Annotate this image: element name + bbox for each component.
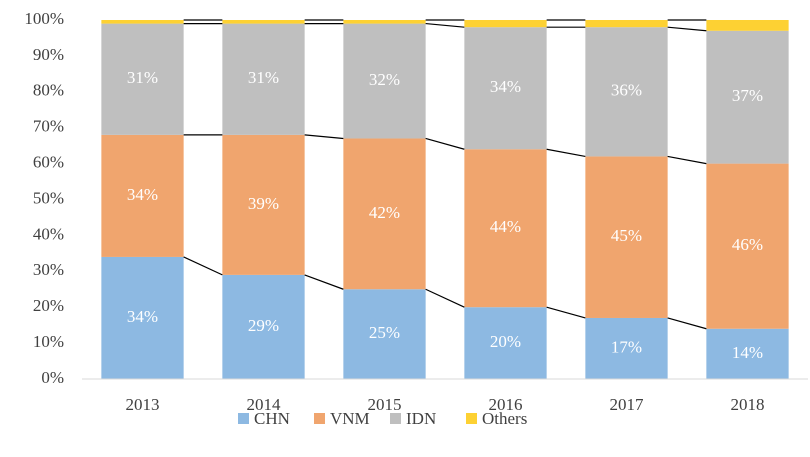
y-tick-label: 0% [41,368,64,387]
x-tick-label: 2013 [126,395,160,414]
data-label: 34% [127,307,158,326]
series-line [667,317,707,330]
legend-swatch [314,413,325,424]
series-line [304,274,344,290]
legend-label: Others [482,409,527,428]
y-tick-label: 70% [33,117,64,136]
data-label: 34% [490,77,521,96]
bar-segment [585,156,668,318]
bar-segment [101,20,184,24]
data-label: 20% [490,332,521,351]
y-tick-label: 20% [33,296,64,315]
y-tick-label: 80% [33,81,64,100]
series-line [425,288,465,308]
bar-segment [343,138,426,290]
y-tick-label: 100% [24,9,64,28]
bar-segment [706,163,789,329]
data-label: 42% [369,203,400,222]
data-label: 36% [611,81,642,100]
bar-segment [585,317,668,379]
series-line [546,306,586,319]
y-tick-label: 60% [33,153,64,172]
series-line [667,155,707,165]
y-tick-label: 10% [33,332,64,351]
data-label: 45% [611,226,642,245]
legend-label: VNM [330,409,370,428]
series-line [425,22,465,28]
bar-segment [222,20,305,24]
x-tick-label: 2018 [731,395,765,414]
x-tick-label: 2015 [368,395,402,414]
x-tick-label: 2017 [610,395,645,414]
legend-label: CHN [254,409,290,428]
x-tick-label: 2014 [247,395,282,414]
bar-segment [464,27,547,150]
bar-segment [706,328,789,379]
legend-swatch [390,413,401,424]
bar-segment [101,256,184,379]
data-label: 31% [127,68,158,87]
bar-segment [343,20,426,24]
bar-segment [585,20,668,28]
bar-segment [706,20,789,31]
bar-segment [101,134,184,257]
data-label: 25% [369,323,400,342]
series-line [546,148,586,158]
data-label: 31% [248,68,279,87]
data-label: 44% [490,217,521,236]
legend-swatch [238,413,249,424]
bar-segment [464,149,547,308]
data-label: 39% [248,194,279,213]
bar-segment [706,30,789,164]
data-label: 37% [732,86,763,105]
bar-segment [585,27,668,157]
bar-segment [222,274,305,379]
bar-segment [464,20,547,28]
y-tick-label: 90% [33,45,64,64]
bar-segment [343,23,426,139]
bar-segment [222,134,305,275]
series-line [425,137,465,150]
legend-swatch [466,413,477,424]
bar-segment [464,307,547,379]
data-label: 29% [248,316,279,335]
series-line [183,256,223,276]
data-label: 34% [127,185,158,204]
y-tick-label: 50% [33,188,64,207]
y-tick-label: 30% [33,260,64,279]
series-line [667,26,707,32]
data-label: 46% [732,235,763,254]
bar-segment [101,23,184,135]
bar-segment [343,289,426,379]
legend-label: IDN [406,409,436,428]
y-tick-label: 40% [33,224,64,243]
series-line [304,134,344,140]
data-label: 32% [369,70,400,89]
data-label: 14% [732,343,763,362]
bar-segment [222,23,305,135]
x-tick-label: 2016 [489,395,523,414]
data-label: 17% [611,337,642,356]
